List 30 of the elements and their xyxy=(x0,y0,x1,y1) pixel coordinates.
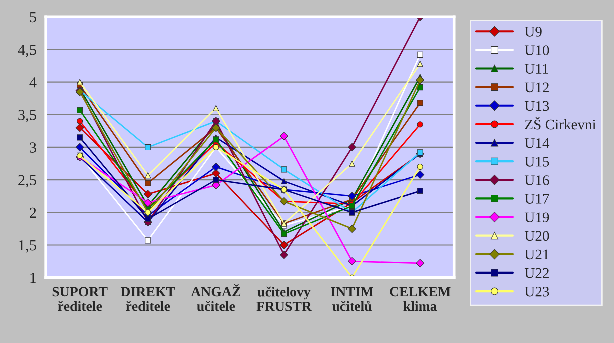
x-tick-label: učitelovy FRUSTR xyxy=(256,286,312,312)
legend-label: U15 xyxy=(524,157,550,167)
legend-label: U12 xyxy=(524,82,549,93)
x-tick-label: SUPORT ředitele xyxy=(52,287,108,312)
y-tick-label: 3 xyxy=(30,142,36,153)
legend-label: U20 xyxy=(524,231,550,242)
legend-label: U22 xyxy=(524,268,549,278)
y-tick-label: 2 xyxy=(30,208,36,218)
legend-label: U10 xyxy=(524,46,550,56)
legend-label: U11 xyxy=(524,64,548,74)
y-tick-label: 1 xyxy=(30,273,36,284)
legend-label: U23 xyxy=(524,286,550,297)
x-tick-label: DIREKT ředitele xyxy=(120,287,176,312)
legend-label: U19 xyxy=(524,212,550,223)
legend-label: U17 xyxy=(524,194,550,204)
legend-label: U9 xyxy=(524,27,542,37)
legend-label: ZŠ Cirkevni xyxy=(525,117,596,130)
x-tick-label: CELKEM klima xyxy=(390,287,451,312)
y-tick-label: 4 xyxy=(30,78,37,88)
y-tick-label: 4,5 xyxy=(18,44,36,58)
y-tick-label: 1,5 xyxy=(19,240,36,253)
x-tick-label: INTIM učitelů xyxy=(331,287,374,312)
legend-label: U13 xyxy=(524,101,550,112)
y-tick-label: 2,5 xyxy=(18,175,36,188)
x-tick-label: ANGAŽ učitele xyxy=(191,284,241,312)
legend-label: U14 xyxy=(524,138,550,148)
legend-label: U16 xyxy=(524,176,550,186)
y-tick-label: 5 xyxy=(30,12,36,23)
y-tick-label: 3,5 xyxy=(18,110,36,123)
legend-label: U21 xyxy=(524,250,549,260)
